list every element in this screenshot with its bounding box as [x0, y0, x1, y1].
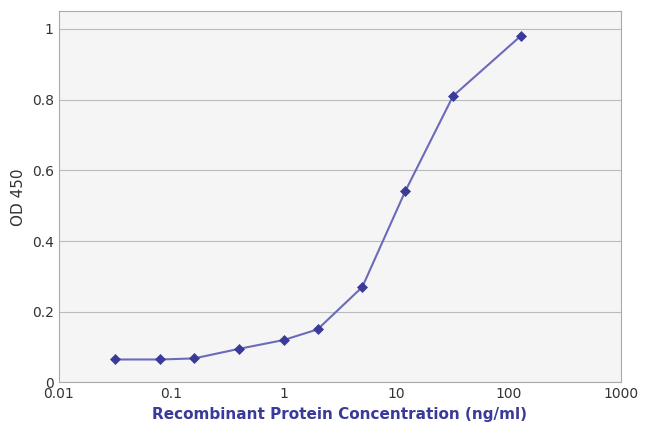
- X-axis label: Recombinant Protein Concentration (ng/ml): Recombinant Protein Concentration (ng/ml…: [153, 407, 527, 422]
- Y-axis label: OD 450: OD 450: [11, 168, 26, 226]
